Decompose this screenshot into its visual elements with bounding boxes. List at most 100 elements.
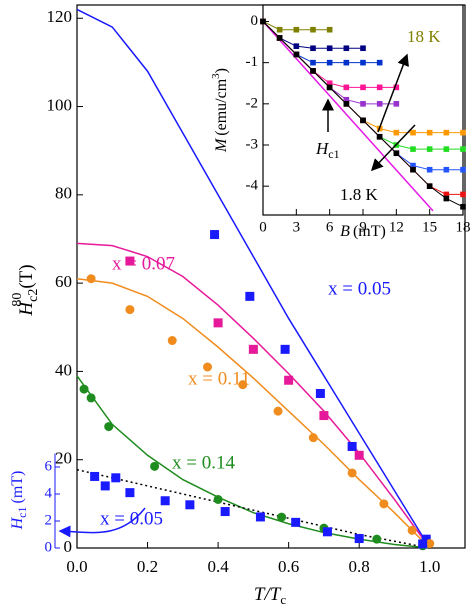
arrow-up <box>377 53 409 133</box>
point <box>310 45 316 52</box>
point <box>326 45 333 52</box>
x-tick-label: 12 <box>389 219 404 235</box>
point <box>284 375 294 385</box>
point <box>90 471 100 481</box>
point <box>185 500 195 510</box>
point <box>443 129 450 136</box>
fit-line <box>262 20 434 212</box>
inset-frame <box>262 4 464 216</box>
point <box>376 59 383 66</box>
series-label: x = 0.07 <box>112 253 175 274</box>
point <box>315 388 325 398</box>
point <box>360 59 366 66</box>
series-label: x = 0.05 <box>100 508 163 529</box>
point <box>443 191 450 198</box>
point <box>393 150 400 157</box>
x-tick-label: 0.0 <box>66 557 87 576</box>
y-tick-label: 120 <box>47 7 73 26</box>
point <box>360 117 366 124</box>
series-label: x = 0.05 <box>328 278 391 299</box>
point <box>210 230 220 240</box>
x-tick-label: 0.8 <box>349 557 370 576</box>
fit-line <box>76 242 431 549</box>
point <box>443 146 450 152</box>
point <box>322 527 332 537</box>
point <box>125 305 135 315</box>
x-tick-label: 9 <box>359 219 367 235</box>
point <box>343 101 350 107</box>
fit-line <box>76 468 430 549</box>
point <box>347 441 357 451</box>
point <box>213 318 223 328</box>
arrow-down <box>370 124 416 172</box>
y2-tick-label: 0 <box>45 539 53 555</box>
x-tick-label: 3 <box>293 219 301 235</box>
point <box>291 517 301 527</box>
point <box>100 481 110 491</box>
point <box>354 450 364 460</box>
point <box>460 166 466 173</box>
point <box>407 525 417 535</box>
point <box>167 336 177 346</box>
y-tick-label: 80 <box>55 184 72 203</box>
point <box>276 26 283 33</box>
point <box>343 45 350 52</box>
point <box>125 256 135 266</box>
point <box>260 18 266 25</box>
point <box>410 146 416 152</box>
point <box>425 539 435 549</box>
y-tick-label: -1 <box>246 54 259 70</box>
point <box>393 101 400 107</box>
x-tick-label: 6 <box>326 219 334 235</box>
y2-tick-label: 6 <box>45 458 53 474</box>
x-tick-label: 0.2 <box>137 557 158 576</box>
point <box>150 461 160 471</box>
point <box>326 59 333 66</box>
point <box>372 534 382 544</box>
point <box>410 166 416 173</box>
point <box>238 380 248 390</box>
inset-x-label: B (mT) <box>340 223 386 240</box>
point <box>111 473 121 483</box>
point <box>354 534 364 544</box>
annotation-high: 18 K <box>407 27 441 46</box>
point <box>319 411 329 421</box>
y-tick-label: 0 <box>64 537 73 556</box>
y-tick-label: 40 <box>55 360 72 379</box>
y-axis-label: Hc280(T) <box>10 264 41 316</box>
point <box>426 183 433 189</box>
point <box>410 162 416 169</box>
point <box>460 129 466 136</box>
y-tick-label: 0 <box>251 13 259 29</box>
hc1-arrow <box>58 507 146 538</box>
point <box>125 488 135 498</box>
point <box>443 195 450 202</box>
point <box>426 166 433 173</box>
x-tick-label: 18 <box>456 219 471 235</box>
y-tick-label: -3 <box>246 136 259 152</box>
x-tick-label: 0.6 <box>278 557 299 576</box>
point <box>393 84 400 91</box>
point <box>310 26 316 33</box>
y-tick-label: 20 <box>55 449 72 468</box>
point <box>220 507 230 517</box>
point <box>255 512 265 522</box>
y-tick-label: -2 <box>246 95 259 111</box>
point <box>376 133 383 140</box>
x-tick-label: 0 <box>259 219 267 235</box>
point <box>410 129 416 136</box>
inset-plot: 0 3 6 9 12 15 18 0 -1 -2 -3 -4 <box>246 4 471 235</box>
point <box>426 129 433 136</box>
point <box>280 344 290 354</box>
point <box>326 84 333 91</box>
point <box>293 43 300 49</box>
point <box>326 26 333 33</box>
point <box>360 84 366 91</box>
point <box>273 406 283 416</box>
point <box>376 84 383 91</box>
fit-line <box>76 277 431 549</box>
point <box>343 96 350 103</box>
point <box>418 539 428 549</box>
